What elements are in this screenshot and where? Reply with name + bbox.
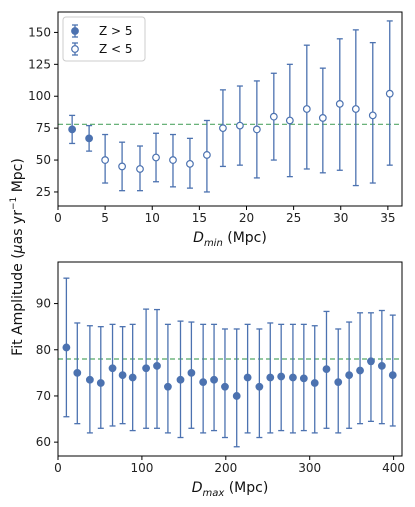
data-point	[62, 343, 71, 352]
data-point	[368, 111, 377, 120]
x-axis-label: Dmax (Mpc)	[192, 480, 269, 499]
y-tick-label: 25	[36, 185, 51, 199]
shared-ylabel: Fit Amplitude (μas yr−1 Mpc)	[9, 158, 26, 356]
x-axis-label-sub: min	[204, 238, 223, 249]
legend-label: Z > 5	[99, 24, 133, 38]
x-tick-label: 200	[214, 461, 237, 475]
data-point	[136, 165, 144, 173]
data-point	[153, 362, 161, 370]
data-point	[388, 371, 397, 380]
data-point	[269, 112, 278, 121]
data-point	[266, 373, 275, 382]
y-tick-label: 60	[36, 435, 51, 449]
data-point	[235, 121, 244, 130]
data-point	[169, 156, 177, 164]
y-tick-label: 150	[28, 25, 51, 39]
data-point	[322, 365, 331, 374]
x-axis-label: Dmin (Mpc)	[193, 230, 267, 249]
data-point	[335, 99, 344, 108]
data-point	[164, 382, 172, 391]
data-point	[334, 378, 343, 386]
data-point	[351, 105, 360, 113]
x-tick-label: 5	[101, 211, 109, 225]
y-tick-label: 80	[36, 343, 51, 357]
x-tick-label: 100	[130, 461, 153, 475]
data-point	[73, 368, 82, 377]
data-point	[203, 151, 211, 159]
axes-frame	[57, 261, 403, 457]
data-point	[318, 114, 327, 122]
legend-marker	[71, 45, 79, 53]
data-point	[85, 134, 94, 143]
x-axis-label-base: D	[192, 480, 203, 496]
data-point	[176, 375, 185, 384]
panel-bottom: 0 100 200 300 400 60 70 80 90 Dmax (Mpc)	[36, 261, 405, 499]
x-tick-label: 10	[145, 211, 160, 225]
data-point	[221, 382, 229, 391]
data-point	[118, 371, 127, 380]
x-axis-label-base: D	[193, 230, 204, 246]
x-axis-label-sub: max	[202, 488, 224, 499]
legend-label: Z < 5	[99, 42, 133, 56]
y-tick-label: 125	[28, 57, 51, 71]
x-tick-label: 0	[54, 211, 62, 225]
data-point	[345, 371, 354, 380]
axes-frame	[57, 11, 403, 207]
y-tick-label: 70	[36, 389, 51, 403]
panel-top: 0 5 10 15 20 25 30 35 25 50 75 100 125 150 Dmin (Mpc) Z…	[28, 11, 403, 249]
x-tick-label: 25	[286, 211, 301, 225]
x-tick-label: 0	[54, 461, 62, 475]
data-point	[108, 364, 117, 373]
x-tick-label: 15	[192, 211, 207, 225]
data-point	[101, 156, 110, 164]
data-point	[310, 379, 319, 387]
data-point	[186, 159, 194, 168]
y-tick-label: 75	[36, 121, 51, 135]
x-tick-label: 35	[380, 211, 395, 225]
data-point	[285, 116, 294, 125]
x-tick-label: 400	[382, 461, 405, 475]
y-tick-label: 90	[36, 297, 51, 311]
data-point	[243, 373, 252, 382]
data-point	[68, 125, 77, 134]
data-point	[255, 382, 264, 391]
x-tick-label: 300	[298, 461, 321, 475]
data-point	[377, 362, 386, 370]
data-point	[118, 162, 126, 171]
data-point	[356, 366, 364, 375]
data-point	[199, 378, 208, 386]
x-axis-label-unit: (Mpc)	[223, 230, 267, 246]
data-point	[142, 364, 150, 373]
data-point	[85, 375, 94, 384]
x-tick-label: 20	[239, 211, 254, 225]
data-point	[232, 392, 241, 400]
data-point	[96, 379, 105, 387]
data-point	[210, 375, 218, 384]
y-tick-label: 50	[36, 153, 51, 167]
data-point	[367, 357, 375, 366]
data-point	[152, 153, 160, 162]
data-point	[277, 372, 286, 381]
x-axis-label-unit: (Mpc)	[224, 480, 268, 496]
data-point	[385, 89, 394, 98]
legend: Z > 5 Z < 5	[62, 16, 146, 62]
legend-box	[62, 16, 146, 62]
data-point	[219, 124, 227, 133]
legend-marker	[71, 27, 79, 35]
data-point	[299, 374, 308, 383]
y-tick-label: 100	[28, 89, 51, 103]
data-point	[128, 373, 137, 382]
data-point	[289, 373, 297, 382]
data-point	[187, 368, 196, 377]
x-tick-label: 30	[333, 211, 348, 225]
data-point	[252, 125, 261, 134]
data-point	[302, 105, 311, 113]
